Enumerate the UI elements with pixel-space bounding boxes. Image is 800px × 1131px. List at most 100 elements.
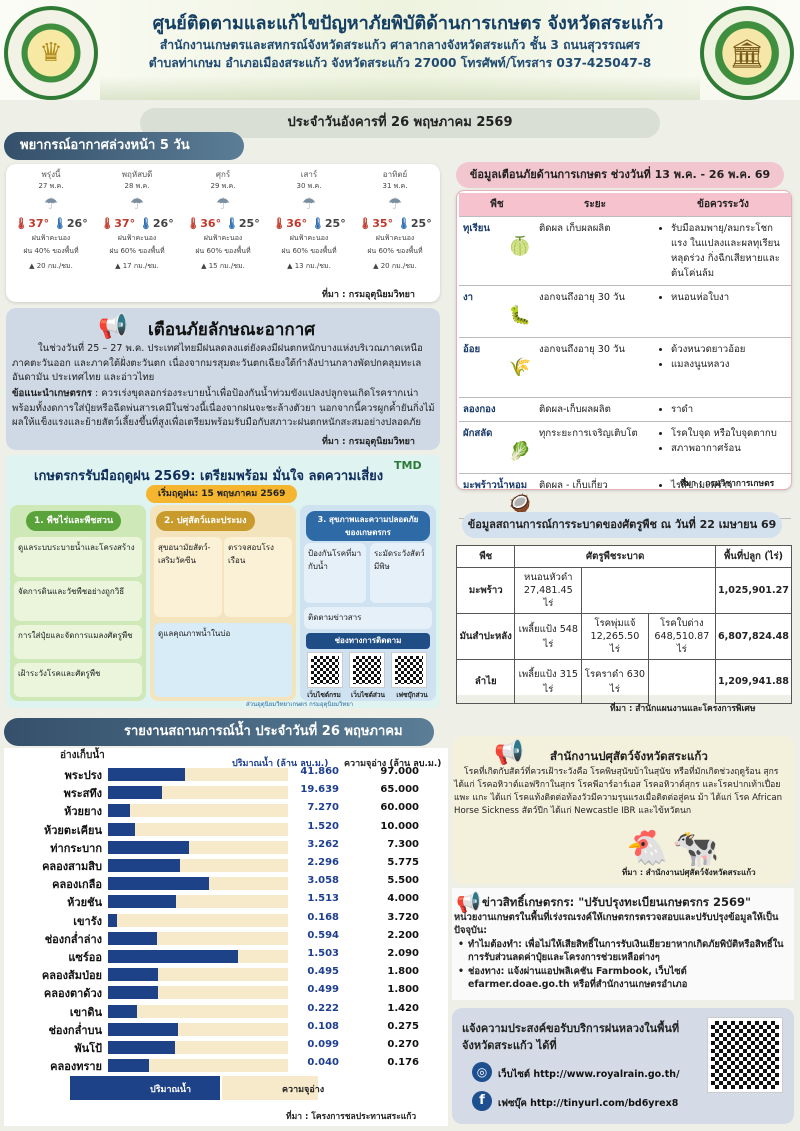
qr-code-icon[interactable] bbox=[391, 652, 427, 688]
alert-caution: โรคใบจุด หรือใบจุดตากบ bbox=[671, 426, 787, 441]
forecast-rain-pct: ฝน 60% ของพื้นที่ bbox=[367, 247, 423, 255]
alert-row: งา 🐛 งอกจนถึงอายุ 30 วัน หนอนห่อใบงา bbox=[459, 285, 791, 338]
wind-arrow-icon: ▲ bbox=[115, 262, 123, 270]
forecast-high: 35° bbox=[372, 217, 394, 230]
pest-cell-empty bbox=[648, 660, 715, 704]
megaphone-icon: 📢 bbox=[494, 738, 524, 766]
capacity-bar bbox=[108, 913, 288, 927]
alert-title: ข้อมูลเตือนภัยด้านการเกษตร ช่วงวันที่ 13… bbox=[456, 162, 784, 188]
forecast-day-date: 31 พ.ค. bbox=[382, 182, 408, 190]
alert-caution: ไรสี่ขามะพร้าว bbox=[671, 478, 787, 493]
wind-arrow-icon: ▲ bbox=[373, 262, 381, 270]
reservoir-row: พันโป้ 0.099 0.270 bbox=[4, 1039, 424, 1056]
reservoir-qty: 0.099 bbox=[307, 1039, 339, 1050]
royal-rain-web[interactable]: เว็บไซต์ http://www.royalrain.go.th/ bbox=[498, 1069, 680, 1080]
forecast-rain-pct: ฝน 40% ของพื้นที่ bbox=[23, 247, 79, 255]
alert-stage: ติดผล - เก็บเกี่ยว bbox=[535, 473, 655, 519]
reservoir-name: พันโป้ bbox=[74, 1042, 102, 1055]
forecast-day: อาทิตย์ 31 พ.ค. ☂ 🌡35° 🌡25° ฝนฟ้าคะนอง ฝ… bbox=[354, 168, 436, 272]
reservoir-name: พระสทึง bbox=[63, 787, 102, 801]
alert-caution: หนอนห่อใบงา bbox=[671, 290, 787, 305]
thermometer-hot-icon: 🌡 bbox=[100, 217, 115, 230]
alert-caution: รับมือลมพายุ/ลมกระโชกแรง ในแปลงและผลทุเร… bbox=[671, 221, 787, 281]
quantity-bar bbox=[108, 804, 130, 818]
thermometer-cold-icon: 🌡 bbox=[138, 217, 153, 230]
alert-stage: งอกจนถึงอายุ 30 วัน bbox=[535, 337, 655, 398]
reservoir-row: เขารัง 0.168 3.720 bbox=[4, 912, 424, 929]
royal-rain-title: แจ้งความประสงค์ขอรับบริการฝนหลวงในพื้นที… bbox=[462, 1022, 680, 1052]
pest-area: 6,807,824.48 bbox=[714, 613, 793, 660]
quantity-bar bbox=[108, 986, 159, 1000]
rain-cloud-icon: ☂ bbox=[387, 194, 403, 213]
reservoir-qty: 0.594 bbox=[307, 929, 339, 941]
alert-card: พืช ระยะ ข้อควรระวัง ทุเรียน 🍈 ติดผล เก็บ… bbox=[456, 190, 792, 519]
forecast-desc: ฝนฟ้าคะนอง bbox=[31, 234, 71, 242]
reservoir-qty: 7.270 bbox=[307, 802, 339, 814]
reservoir-capacity: 1.800 bbox=[387, 984, 419, 996]
news-intro: หน่วยงานเกษตรในพื้นที่เร่งรณรงค์ให้เกษตร… bbox=[454, 912, 779, 936]
forecast-wind: 17 กม./ชม. bbox=[122, 262, 159, 270]
reservoir-row: พระสทึง 19.639 65.000 bbox=[4, 784, 424, 801]
reservoir-qty: 0.499 bbox=[307, 984, 339, 996]
thermometer-hot-icon: 🌡 bbox=[358, 217, 373, 230]
fertilizer-tip: การใส่ปุ๋ยและจัดการแมลงศัตรูพืช bbox=[14, 625, 142, 659]
reservoir-capacity: 10.000 bbox=[380, 820, 419, 832]
forecast-day: พรุ่งนี้ 27 พ.ค. ☂ 🌡37° 🌡26° ฝนฟ้าคะนอง … bbox=[10, 168, 92, 272]
qr-label: เฟซบุ๊กส่วน bbox=[396, 691, 428, 699]
pest-table: พืช ศัตรูพืชระบาด พื้นที่ปลูก (ไร่) มะพร… bbox=[455, 545, 793, 704]
qr-code-icon[interactable] bbox=[349, 652, 385, 688]
forecast-day-name: เสาร์ bbox=[300, 170, 318, 179]
alert-header-crop: พืช bbox=[459, 193, 535, 217]
forecast-low: 26° bbox=[66, 217, 88, 230]
quantity-bar bbox=[108, 913, 117, 927]
qr-label: เว็บไซต์ส่วน bbox=[351, 691, 385, 699]
thermometer-cold-icon: 🌡 bbox=[224, 217, 239, 230]
forecast-low: 25° bbox=[410, 217, 432, 230]
forecast-day-name: ศุกร์ bbox=[215, 170, 231, 179]
quantity-bar bbox=[108, 950, 238, 963]
megaphone-icon: 📢 bbox=[98, 312, 128, 340]
alert-row: ผักสลัด 🥬 ทุกระยะการเจริญเติบโต โรคใบจุด … bbox=[459, 421, 791, 474]
reservoir-row: คลองตาด้วง 0.499 1.800 bbox=[4, 984, 424, 1001]
reservoir-qty: 0.222 bbox=[307, 1002, 339, 1014]
pest-cell: เพลี้ยแป้ง 548 ไร่ bbox=[514, 613, 583, 660]
infographic-title: เกษตรกรรับมือฤดูฝน 2569: เตรียมพร้อม มั่… bbox=[34, 469, 384, 484]
pest-cell-empty bbox=[582, 568, 649, 614]
livestock-panel: 2. ปศุสัตว์และประมง สุขอนามัยสัตว์-เสริม… bbox=[150, 505, 296, 701]
pond-tip: ดูแลคุณภาพน้ำในบ่อ bbox=[154, 623, 292, 697]
quantity-bar bbox=[108, 877, 209, 891]
reservoir-row: ท่ากระบาก 3.262 7.300 bbox=[4, 839, 424, 856]
capacity-bar bbox=[108, 1004, 288, 1018]
reservoir-name: เขารัง bbox=[73, 914, 102, 928]
rain-cloud-icon: ☂ bbox=[301, 194, 317, 213]
cow-icon: 🐄 bbox=[672, 826, 720, 870]
forecast-wind: 20 กม./ชม. bbox=[36, 262, 73, 270]
reservoir-capacity: 5.775 bbox=[387, 857, 419, 868]
news-bullet-2: • ช่องทาง: แจ้งผ่านแอปพลิเคชัน Farmbook, … bbox=[458, 966, 688, 990]
alert-crop: ทุเรียน bbox=[463, 223, 490, 234]
livestock-box bbox=[452, 736, 794, 884]
royal-rain-facebook[interactable]: เฟซบุ๊ค http://tinyurl.com/bd6yrex8 bbox=[498, 1098, 679, 1109]
legend-cap-label: ความจุอ่าง bbox=[282, 1085, 325, 1095]
pest-row: ลำไย เพลี้ยแป้ง 315 ไร่ โรคราดำ 630 ไร่ 1,2… bbox=[455, 659, 793, 704]
forecast-high: 37° bbox=[114, 217, 136, 230]
reservoir-capacity: 0.270 bbox=[387, 1039, 419, 1050]
alert-crop: ลองกอง bbox=[463, 404, 496, 415]
qr-code-icon[interactable] bbox=[707, 1017, 783, 1093]
reservoir-row: เขาดิน 0.222 1.420 bbox=[4, 1003, 424, 1020]
crops-panel-title: 1. พืชไร่และพืชสวน bbox=[26, 511, 122, 531]
page-title: ศูนย์ติดตามและแก้ไขปัญหาภัยพิบัติด้านการ… bbox=[152, 13, 664, 34]
reservoir-name: ห้วยชัน bbox=[67, 896, 102, 910]
qr-code-icon[interactable] bbox=[307, 652, 343, 688]
venomous-tip: ระมัดระวังสัตว์มีพิษ bbox=[370, 543, 432, 603]
reservoir-row: คลองทราย 0.040 0.176 bbox=[4, 1057, 424, 1074]
quantity-bar bbox=[108, 1022, 179, 1036]
reservoir-name: คลองส้มป่อย bbox=[41, 969, 102, 983]
reservoir-qty: 3.058 bbox=[307, 875, 339, 887]
reservoir-qty: 3.262 bbox=[307, 838, 339, 850]
livestock-source: ที่มา : สำนักงานปศุสัตว์จังหวัดสระแก้ว bbox=[622, 868, 756, 877]
quantity-bar bbox=[108, 895, 177, 909]
pest-row: มะพร้าว หนอนหัวดำ 27,481.45 ไร่ 1,025,901.… bbox=[455, 567, 793, 614]
forecast-title: พยากรณ์อากาศล่วงหน้า 5 วัน bbox=[4, 132, 244, 160]
pest-cell: โรคใบด่าง 648,510.87 ไร่ bbox=[647, 613, 716, 660]
